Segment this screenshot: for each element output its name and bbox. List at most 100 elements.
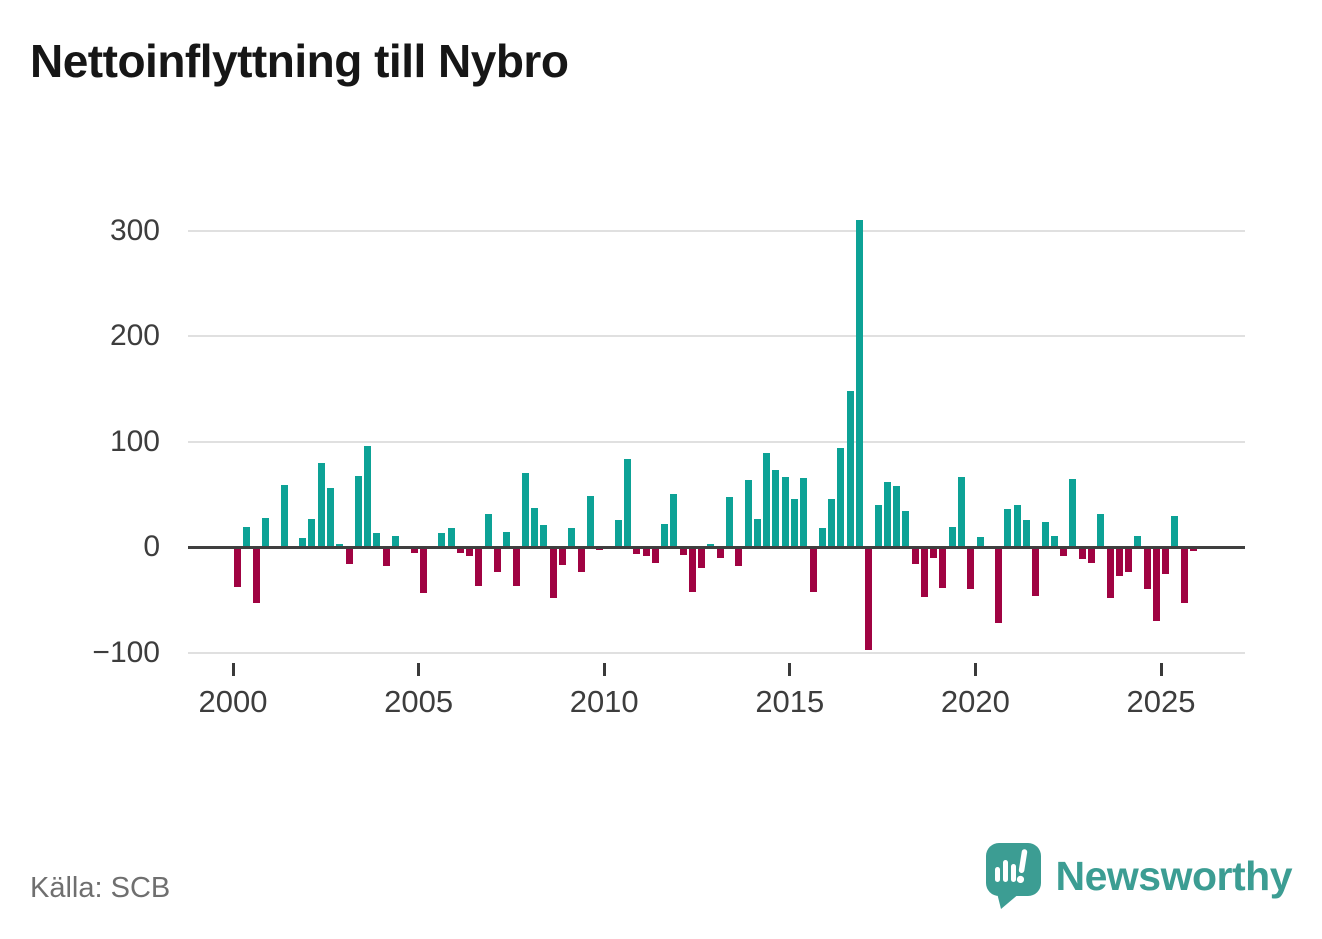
zero-axis-line [188,545,1245,549]
bar-positive [893,486,900,548]
bar-positive [883,481,891,548]
y-axis-tick-label: 100 [109,424,160,458]
bar-positive [1041,522,1049,548]
x-axis-tick-label: 2025 [1126,684,1196,719]
bar-negative [939,547,947,589]
bar-negative [1106,547,1114,598]
x-axis-tick-mark [417,663,421,676]
bar-positive [744,479,752,548]
bar-positive [902,511,910,548]
bar-positive [336,544,344,548]
bar-positive [262,517,269,548]
bar-positive [670,493,678,548]
bar-positive [484,513,492,548]
bar-negative [419,547,427,593]
bar-negative [234,547,242,588]
bar-positive [540,525,548,548]
bar-positive [308,518,316,548]
bar-positive [1004,509,1012,548]
bar-positive [1097,513,1105,548]
newsworthy-bubble-chart-icon [985,843,1041,909]
bar-positive [614,519,622,548]
x-axis-tick-label: 2020 [940,684,1010,719]
x-axis-tick-label: 2010 [569,684,639,719]
bar-positive [828,498,836,548]
bar-positive [661,524,668,548]
bar-positive [447,528,455,548]
x-axis-tick-label: 2005 [384,684,454,719]
y-axis-tick-label: 200 [109,319,160,353]
bar-positive [837,448,845,548]
bar-positive [707,544,715,548]
bar-positive [846,391,854,548]
bar-positive [531,508,539,548]
bar-positive [818,528,826,548]
bar-positive [438,532,446,548]
grid-line [188,651,1245,654]
x-axis-tick-mark [973,663,977,676]
bar-negative [698,547,706,569]
bar-negative [345,547,353,565]
bar-positive [1171,515,1179,548]
bar-positive [317,462,325,548]
chart-title: Nettoinflyttning till Nybro [30,35,569,87]
bar-positive [772,470,780,548]
bar-positive [1134,535,1142,548]
bar-negative [911,547,919,565]
bar-negative [466,547,474,556]
bar-negative [633,547,641,554]
bar-negative [1060,547,1068,556]
bar-negative [558,547,566,566]
bar-negative [967,547,975,590]
bar-positive [874,505,882,548]
bar-positive [958,476,965,548]
bar-negative [549,547,557,598]
bar-negative [1115,547,1123,576]
y-axis-tick-label: 0 [143,530,160,564]
bar-negative [382,547,390,567]
bar-negative [410,547,418,553]
bar-negative [642,547,650,556]
bar-positive [976,536,984,548]
bar-negative [716,547,724,558]
grid-line [188,440,1245,443]
bar-negative [809,547,817,592]
bar-negative [1125,547,1132,572]
y-axis-tick-label: 300 [109,213,160,247]
x-axis-tick-label: 2015 [755,684,825,719]
bar-negative [1190,547,1197,552]
bar-positive [521,473,529,548]
bar-positive [280,485,288,548]
x-axis-tick-mark [1159,663,1163,676]
bar-positive [1022,519,1030,548]
bar-negative [1078,547,1086,559]
source-note: Källa: SCB [30,872,171,904]
bar-negative [865,547,873,650]
bar-positive [948,527,956,548]
bar-negative [494,547,501,572]
newsworthy-logo-text: Newsworthy [1055,852,1293,899]
bar-negative [1180,547,1188,604]
bar-positive [855,220,863,548]
bar-negative [930,547,938,558]
bar-negative [577,547,585,572]
grid-line [188,335,1245,338]
bar-negative [475,547,483,587]
bar-positive [299,537,307,548]
bar-positive [243,527,251,548]
bar-negative [1087,547,1095,564]
bar-positive [790,498,798,548]
bar-negative [651,547,659,564]
bar-positive [726,496,733,548]
newsworthy-logo: Newsworthy [985,841,1293,911]
bar-positive [763,453,771,548]
bar-positive [1069,478,1077,548]
bar-positive [503,531,511,548]
bar-negative [688,547,696,592]
bar-positive [753,518,761,548]
x-axis-tick-label: 2000 [198,684,268,719]
bar-positive [391,535,399,548]
y-axis-tick-label: −100 [92,635,160,669]
